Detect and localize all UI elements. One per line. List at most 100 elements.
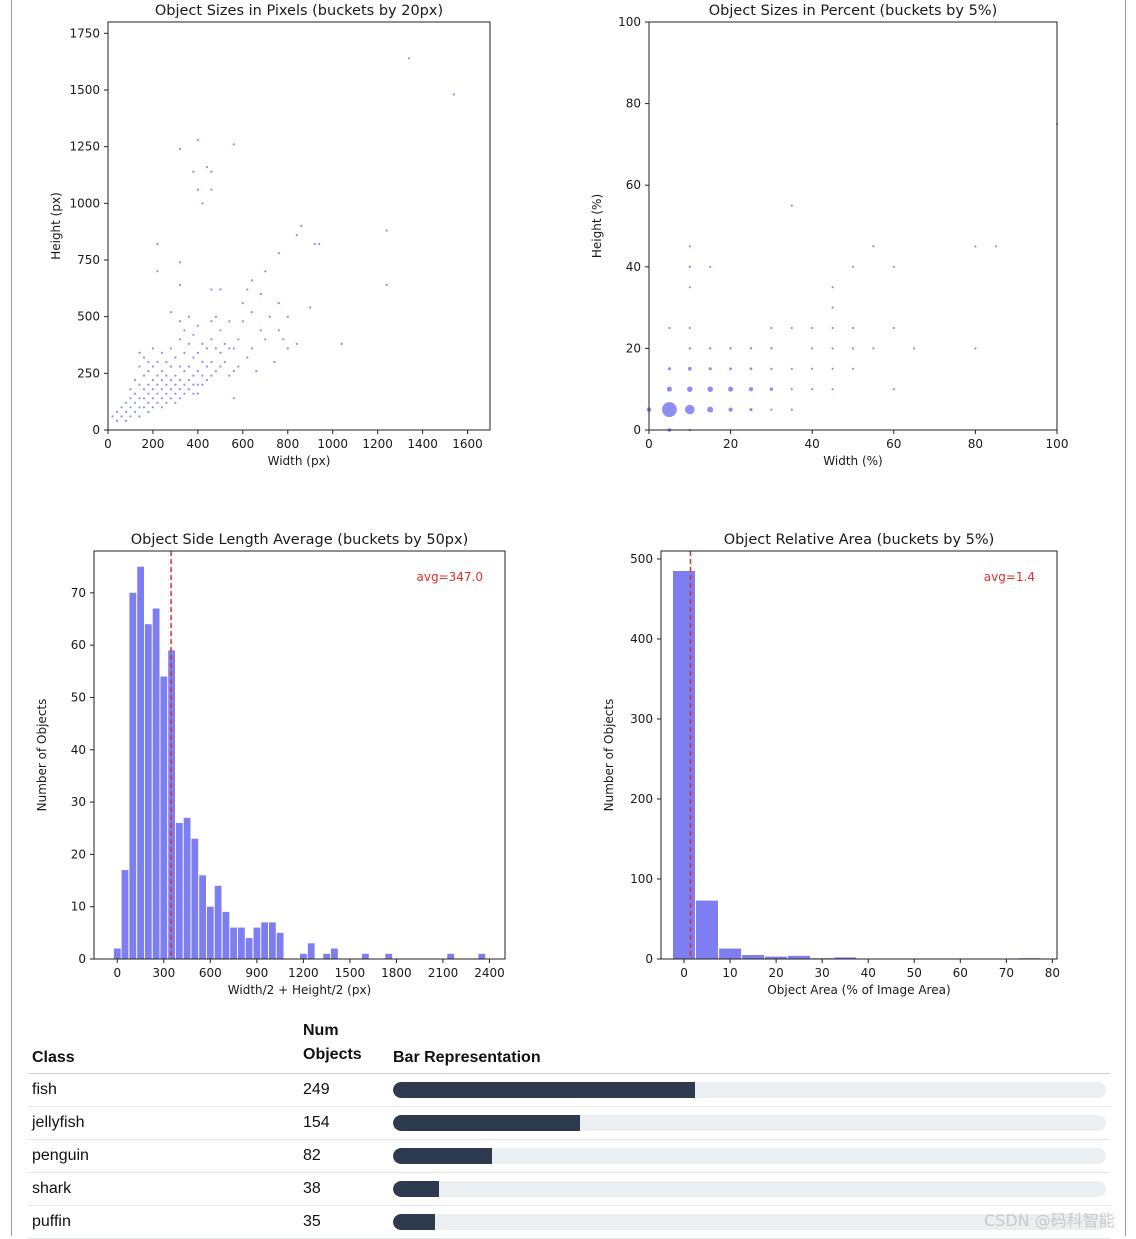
scatter-point [790, 388, 793, 391]
scatter-point [210, 320, 213, 323]
y-tick-label: 750 [77, 253, 100, 267]
watermark: CSDN @码科智能 [984, 1211, 1115, 1230]
scatter-point [749, 367, 753, 371]
scatter-point [666, 386, 672, 392]
scatter-point [831, 286, 834, 289]
scatter-point [169, 388, 172, 391]
x-tick-label: 40 [861, 966, 876, 980]
x-axis-label: Width (%) [823, 454, 882, 468]
x-tick-label: 900 [245, 966, 268, 980]
scatter-point [156, 383, 159, 386]
scatter-point [201, 360, 204, 364]
scatter-point [196, 383, 199, 386]
scatter-point [851, 347, 855, 350]
scatter-point [124, 410, 128, 413]
scatter-point [142, 397, 146, 400]
charts-canvas: 0 200 400 600 800 1000 1200 1400 160002505007501… [35, 3, 1068, 997]
scatter-point [851, 265, 855, 268]
y-tick-label: 1250 [69, 140, 100, 154]
scatter-point [264, 338, 267, 341]
scatter-point [187, 342, 190, 345]
scatter-point [174, 374, 177, 377]
x-tick-label: 1600 [452, 437, 483, 451]
scatter-point [174, 392, 177, 395]
page-frame [11, 0, 1126, 1236]
scatter-point [201, 202, 204, 205]
scatter-point [165, 401, 168, 404]
y-tick-label: 0 [633, 423, 641, 437]
scatter-point [688, 326, 691, 330]
scatter-point [318, 243, 321, 246]
table-header: Class Num Objects Bar Representation [28, 1018, 1110, 1074]
histogram-bar [230, 927, 237, 959]
avg-label: avg=347.0 [417, 570, 483, 584]
scatter-point [246, 288, 249, 291]
histogram-bar [447, 953, 455, 959]
scatter-point [749, 408, 753, 412]
histogram-bar [152, 608, 160, 959]
scatter-point [196, 392, 199, 395]
scatter-point [138, 406, 141, 409]
x-tick-label: 1200 [288, 966, 319, 980]
scatter-point [851, 367, 855, 370]
scatter-point [160, 379, 163, 382]
histogram-bar [719, 948, 742, 959]
scatter-point [124, 419, 128, 422]
y-tick-label: 40 [626, 260, 641, 274]
histogram-bar [168, 650, 175, 959]
scatter-point [151, 388, 154, 391]
x-tick-label: 300 [152, 966, 175, 980]
scatter-point [187, 388, 190, 391]
x-tick-label: 1000 [317, 437, 348, 451]
scatter-point [178, 388, 181, 391]
scatter-point [309, 306, 312, 309]
bar-track [393, 1148, 1106, 1164]
x-tick-label: 400 [186, 437, 209, 451]
bar-fill [393, 1181, 440, 1197]
scatter-point [770, 326, 773, 330]
scatter-point [210, 374, 213, 377]
scatter-point [169, 347, 172, 350]
scatter-point [232, 143, 235, 146]
scatter-point [133, 410, 137, 413]
scatter-point [160, 388, 163, 391]
y-tick-label: 50 [71, 690, 86, 704]
scatter-point [729, 367, 733, 371]
scatter-point [892, 326, 895, 330]
scatter-point [707, 406, 714, 413]
scatter-point [201, 342, 204, 345]
scatter-point [811, 388, 814, 391]
scatter-point [831, 306, 834, 309]
scatter-point [183, 351, 186, 354]
scatter-point [408, 57, 411, 60]
histogram-bar [331, 948, 338, 959]
class-table: Class Num Objects Bar Representation fis… [28, 1018, 1110, 1239]
chart-title: Object Sizes in Percent (buckets by 5%) [709, 3, 998, 19]
scatter-point [178, 397, 181, 400]
histogram-bar [742, 955, 765, 959]
plot-frame [648, 21, 1058, 431]
scatter-point [707, 386, 713, 392]
histogram-bar [385, 953, 393, 959]
chart-3 [90, 550, 506, 963]
scatter-point [709, 265, 712, 268]
scatter-point [811, 347, 814, 350]
x-tick-label: 600 [199, 966, 222, 980]
scatter-point [259, 329, 262, 332]
scatter-point [452, 93, 456, 96]
scatter-point [661, 402, 677, 418]
scatter-point [667, 367, 671, 371]
histogram-bar [113, 948, 121, 959]
y-tick-label: 500 [77, 310, 100, 324]
scatter-point [183, 392, 186, 395]
histogram-bar [788, 955, 811, 959]
y-tick-label: 250 [77, 366, 100, 380]
histogram-bar [307, 943, 315, 959]
histogram-bar [214, 885, 222, 959]
scatter-point [115, 419, 119, 422]
histogram-bar [144, 624, 152, 959]
scatter-point [286, 315, 289, 318]
table-row: penguin 82 [28, 1140, 1110, 1173]
scatter-point [196, 370, 199, 373]
scatter-point [205, 347, 208, 350]
